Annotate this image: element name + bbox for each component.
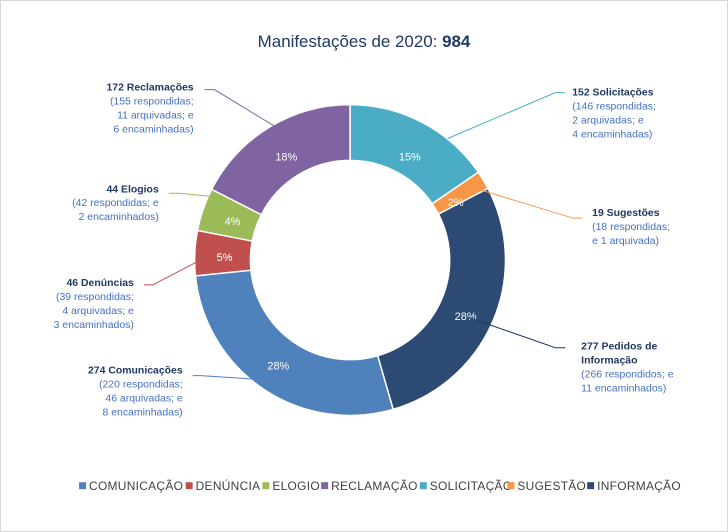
callout-head-sugestao: 19 Sugestões bbox=[592, 208, 660, 219]
legend-label-elogio: ELOGIO bbox=[272, 479, 320, 493]
callout-sub-denuncia: 4 arquivadas; e bbox=[62, 306, 134, 317]
leader-line-reclamacao bbox=[204, 89, 279, 129]
legend-swatch-sugestao bbox=[507, 482, 515, 490]
legend-label-denuncia: DENÚNCIA bbox=[196, 478, 261, 493]
callout-head-solicitacao: 152 Solicitações bbox=[572, 88, 654, 99]
pct-label-informacao: 28% bbox=[455, 311, 477, 323]
legend-label-reclamacao: RECLAMAÇÃO bbox=[331, 479, 418, 493]
callout-head-reclamacao: 172 Reclamações bbox=[106, 83, 193, 94]
slice-comunicacao bbox=[194, 269, 395, 417]
slice-informacao bbox=[376, 187, 507, 411]
chart-title-total: 984 bbox=[442, 32, 471, 51]
callout-head-comunicacao: 274 Comunicações bbox=[88, 366, 183, 377]
legend-label-comunicacao: COMUNICAÇÃO bbox=[89, 479, 183, 493]
legend-swatch-comunicacao bbox=[79, 482, 87, 490]
pct-label-denuncia: 5% bbox=[217, 252, 233, 264]
callout-head-informacao: 277 Pedidos de bbox=[581, 342, 657, 353]
legend-swatch-solicitacao bbox=[419, 482, 427, 490]
callout-labels: 152 Solicitações (146 respondidas; 2 arqui… bbox=[54, 83, 674, 419]
callout-sub-comunicacao: 8 encaminhadas) bbox=[102, 407, 182, 418]
legend-label-solicitacao: SOLICITAÇÃO bbox=[430, 479, 513, 493]
callout-sub-solicitacao: (146 respondidas; bbox=[572, 102, 656, 113]
leader-line-solicitacao bbox=[447, 92, 566, 139]
callout-sub-reclamacao: (155 respondidas; bbox=[110, 97, 194, 108]
leader-line-informacao bbox=[469, 317, 566, 349]
callout-head-denuncia: 46 Denúncias bbox=[66, 278, 134, 289]
legend: COMUNICAÇÃO DENÚNCIA ELOGIO RECLAMAÇÃO SOLIC… bbox=[79, 478, 681, 493]
callout-sub-elogio: 2 encaminhados) bbox=[79, 212, 159, 223]
pct-label-reclamacao: 18% bbox=[275, 151, 297, 163]
chart-title: Manifestações de 2020: 984 bbox=[258, 32, 471, 51]
leader-line-comunicacao bbox=[192, 375, 263, 381]
callout-head-informacao: Informação bbox=[581, 356, 637, 367]
leader-line-denuncia bbox=[143, 261, 197, 286]
leader-line-elogio bbox=[168, 192, 211, 197]
pct-label-comunicacao: 28% bbox=[267, 361, 289, 373]
pct-label-elogio: 4% bbox=[225, 216, 241, 228]
callout-sub-sugestao: e 1 arquivada) bbox=[592, 236, 659, 247]
donut-slices bbox=[193, 103, 507, 417]
legend-swatch-denuncia bbox=[185, 482, 193, 490]
legend-swatch-reclamacao bbox=[321, 482, 329, 490]
legend-label-sugestao: SUGESTÃO bbox=[517, 479, 586, 493]
callout-sub-elogio: (42 respondidas; e bbox=[72, 198, 159, 209]
callout-sub-reclamacao: 11 arquivadas; e bbox=[117, 111, 194, 122]
callout-head-elogio: 44 Elogios bbox=[106, 184, 158, 195]
leader-line-sugestao bbox=[481, 189, 583, 219]
pct-label-sugestao: 2% bbox=[448, 197, 464, 209]
callout-sub-sugestao: (18 respondidas; bbox=[592, 222, 670, 233]
percent-labels: 15% 2% 28% 28% 5% 4% 18% bbox=[217, 151, 477, 372]
callout-sub-reclamacao: 6 encaminhadas) bbox=[113, 125, 193, 136]
callout-sub-comunicacao: 46 arquivadas; e bbox=[105, 393, 182, 404]
callout-sub-denuncia: 3 encaminhados) bbox=[54, 320, 134, 331]
pct-label-solicitacao: 15% bbox=[399, 151, 421, 163]
callout-sub-informacao: 11 encaminhados) bbox=[581, 384, 666, 395]
callout-sub-solicitacao: 4 encaminhadas) bbox=[572, 129, 652, 140]
legend-swatch-informacao bbox=[587, 482, 595, 490]
callout-sub-informacao: (266 respondidos; e bbox=[581, 370, 674, 381]
chart-title-text: Manifestações de 2020: bbox=[258, 32, 442, 51]
callout-sub-denuncia: (39 respondidas; bbox=[56, 292, 134, 303]
callout-sub-solicitacao: 2 arquivadas; e bbox=[572, 116, 644, 127]
slice-reclamacao bbox=[210, 103, 351, 216]
callout-sub-comunicacao: (220 respondidas; bbox=[99, 380, 183, 391]
legend-swatch-elogio bbox=[262, 482, 270, 490]
legend-label-informacao: INFORMAÇÃO bbox=[597, 479, 681, 493]
